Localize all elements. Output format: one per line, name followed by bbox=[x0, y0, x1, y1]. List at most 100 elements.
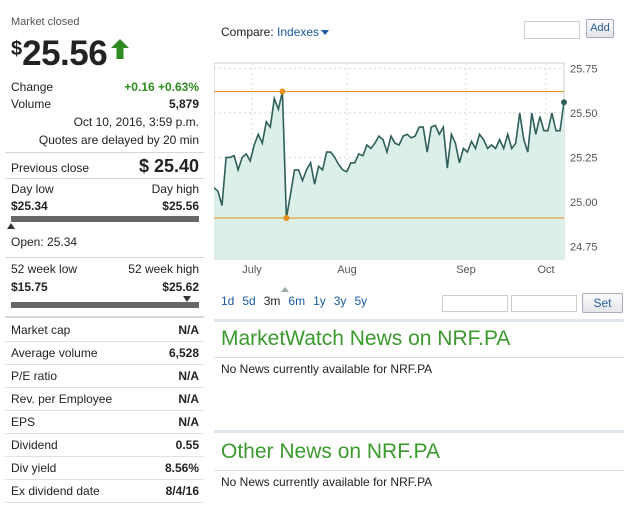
stat-label: P/E ratio bbox=[11, 369, 58, 383]
price-area bbox=[214, 91, 564, 259]
previous-close-label: Previous close bbox=[11, 161, 90, 175]
price-line bbox=[213, 91, 565, 219]
previous-close-value: $ 25.40 bbox=[138, 156, 199, 176]
divider bbox=[5, 257, 204, 258]
day-low-value: $25.34 bbox=[11, 199, 48, 213]
start-date-input[interactable] bbox=[442, 295, 508, 312]
stat-row: Average volume 6,528 bbox=[5, 342, 204, 365]
week52-high-label: 52 week high bbox=[128, 262, 199, 276]
high-point-marker bbox=[279, 88, 286, 95]
stat-row: Market cap N/A bbox=[5, 319, 204, 342]
compare-symbol-input[interactable] bbox=[524, 21, 580, 39]
day-range-values: $25.34 $25.56 bbox=[11, 199, 199, 213]
y-tick-label: 25.00 bbox=[570, 197, 598, 209]
divider bbox=[5, 178, 204, 179]
last-price: 25.56 bbox=[22, 34, 108, 73]
volume-label: Volume bbox=[11, 97, 52, 111]
change-label: Change bbox=[11, 80, 54, 94]
price-chart: 25.75 25.50 25.25 25.00 24.75 July Aug Sep Oct bbox=[213, 55, 604, 285]
previous-close-row: Previous close $ 25.40 bbox=[11, 156, 199, 177]
stat-row: Ex dividend date 8/4/16 bbox=[5, 480, 204, 503]
end-date-input[interactable] bbox=[511, 295, 577, 312]
marketwatch-news-empty: No News currently available for NRF.PA bbox=[221, 362, 433, 376]
divider bbox=[214, 470, 624, 471]
stat-value: N/A bbox=[178, 392, 199, 406]
stat-row: Div yield 8.56% bbox=[5, 457, 204, 480]
volume-row: Volume 5,879 bbox=[11, 97, 199, 111]
day-low-label: Day low bbox=[11, 182, 54, 196]
range-3y[interactable]: 3y bbox=[333, 294, 347, 308]
stat-row: Rev. per Employee N/A bbox=[5, 388, 204, 411]
add-compare-button[interactable]: Add bbox=[586, 19, 614, 38]
set-range-button[interactable]: Set bbox=[582, 293, 623, 313]
other-news-title[interactable]: Other News on NRF.PA bbox=[221, 440, 441, 463]
stat-row: EPS N/A bbox=[5, 411, 204, 434]
open-row: Open: 25.34 bbox=[11, 235, 199, 249]
week52-labels: 52 week low 52 week high bbox=[11, 262, 199, 276]
day-range-labels: Day low Day high bbox=[11, 182, 199, 196]
range-5y[interactable]: 5y bbox=[354, 294, 368, 308]
week52-low-label: 52 week low bbox=[11, 262, 78, 276]
range-1d[interactable]: 1d bbox=[221, 294, 235, 308]
stat-label: Dividend bbox=[11, 438, 58, 452]
divider bbox=[5, 152, 204, 153]
y-tick-label: 25.50 bbox=[570, 108, 598, 120]
compare-label: Compare: bbox=[221, 25, 274, 39]
compare-control: Compare: Indexes bbox=[221, 25, 330, 39]
quote-panel: Market closed $ 25.56 Change +0.16 +0.63… bbox=[5, 0, 204, 510]
open-value: Open: 25.34 bbox=[11, 235, 78, 249]
range-3m[interactable]: 3m bbox=[263, 294, 281, 308]
open-marker-icon bbox=[7, 223, 15, 229]
price-display: $ 25.56 bbox=[11, 34, 130, 74]
range-1y[interactable]: 1y bbox=[313, 294, 326, 308]
stat-value: N/A bbox=[178, 323, 199, 337]
y-tick-label: 25.25 bbox=[570, 152, 598, 164]
range-6m[interactable]: 6m bbox=[288, 294, 306, 308]
delay-note: Quotes are delayed by 20 min bbox=[38, 133, 199, 147]
day-range-bar bbox=[11, 216, 199, 222]
day-high-label: Day high bbox=[151, 182, 199, 196]
divider bbox=[5, 316, 204, 318]
compare-dropdown-label: Indexes bbox=[277, 25, 320, 39]
week52-range-bar bbox=[11, 302, 199, 308]
x-tick-label: July bbox=[242, 264, 262, 276]
change-value: +0.16 +0.63% bbox=[124, 80, 199, 94]
other-news-empty: No News currently available for NRF.PA bbox=[221, 475, 433, 489]
x-tick-label: Oct bbox=[537, 264, 554, 276]
quote-timestamp: Oct 10, 2016, 3:59 p.m. bbox=[73, 115, 199, 129]
week52-values: $15.75 $25.62 bbox=[11, 280, 199, 294]
section-divider bbox=[214, 319, 624, 322]
stat-label: Average volume bbox=[11, 346, 98, 360]
currency-symbol: $ bbox=[11, 38, 23, 60]
stat-label: Div yield bbox=[11, 461, 57, 475]
low-point-marker bbox=[283, 215, 290, 222]
stat-value: 0.55 bbox=[175, 438, 199, 452]
current-price-marker-icon bbox=[183, 296, 191, 302]
change-row: Change +0.16 +0.63% bbox=[11, 80, 199, 94]
stat-value: N/A bbox=[178, 369, 199, 383]
x-tick-label: Aug bbox=[337, 264, 357, 276]
y-tick-label: 24.75 bbox=[570, 242, 598, 254]
marketwatch-news-title[interactable]: MarketWatch News on NRF.PA bbox=[221, 327, 511, 350]
up-arrow-icon bbox=[110, 38, 130, 65]
stat-value: 8/4/16 bbox=[165, 484, 199, 498]
range-selector: 1d 5d 3m 6m 1y 3y 5y bbox=[221, 294, 367, 308]
price-chart-svg: 25.75 25.50 25.25 25.00 24.75 July Aug Sep Oct bbox=[213, 62, 598, 276]
volume-value: 5,879 bbox=[168, 97, 199, 111]
compare-dropdown[interactable]: Indexes bbox=[277, 25, 330, 39]
stat-label: EPS bbox=[11, 415, 36, 429]
market-status: Market closed bbox=[11, 16, 80, 28]
stat-label: Market cap bbox=[11, 323, 71, 337]
day-high-value: $25.56 bbox=[162, 199, 199, 213]
stat-label: Ex dividend date bbox=[11, 484, 100, 498]
week52-high-value: $25.62 bbox=[162, 280, 199, 294]
caret-down-icon bbox=[321, 30, 330, 36]
section-divider bbox=[214, 430, 624, 433]
range-5d[interactable]: 5d bbox=[242, 294, 256, 308]
key-stats-table: Market cap N/A Average volume 6,528 P/E ra… bbox=[5, 319, 204, 503]
stat-label: Rev. per Employee bbox=[11, 392, 113, 406]
stat-value: N/A bbox=[178, 415, 199, 429]
stat-row: Dividend 0.55 bbox=[5, 434, 204, 457]
stat-value: 8.56% bbox=[164, 461, 199, 475]
y-tick-label: 25.75 bbox=[570, 63, 598, 75]
